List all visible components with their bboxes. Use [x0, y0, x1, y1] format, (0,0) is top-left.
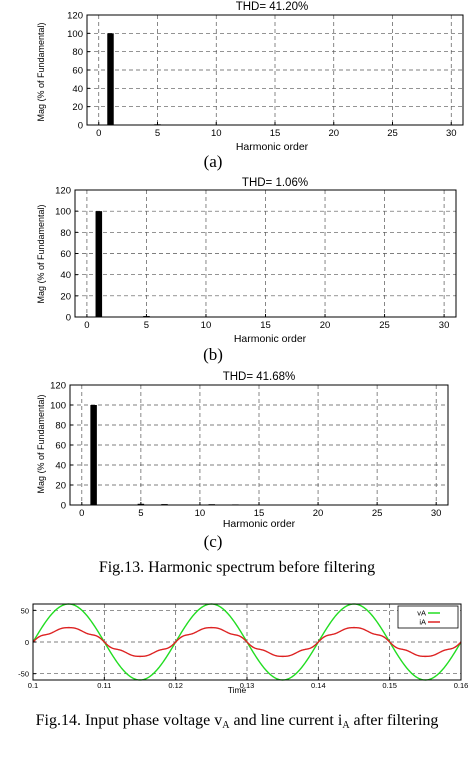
x-tick-label-a: 10: [211, 128, 222, 139]
sub-label-b: (b): [203, 345, 223, 364]
x-tick-label-b: 5: [144, 320, 149, 331]
x-tick-label-a: 25: [387, 128, 398, 139]
y-tick-label-a: 120: [67, 11, 83, 22]
y-tick-label-a: 60: [72, 66, 83, 77]
x-tick-label-c: 25: [372, 508, 383, 519]
x-tick-label-b: 15: [260, 320, 271, 331]
x-tick-label-wave: 0.11: [97, 681, 111, 690]
x-tick-label-wave: 0.15: [382, 681, 397, 690]
y-tick-label-c: 20: [55, 481, 66, 492]
x-tick-label-a: 0: [96, 128, 101, 139]
chart-title-c: THD= 41.68%: [223, 371, 296, 383]
x-tick-label-wave: 0.13: [240, 681, 255, 690]
y-tick-label-a: 20: [72, 102, 83, 113]
chart-title-a: THD= 41.20%: [236, 1, 309, 13]
fig14-caption-sub2: A: [342, 720, 350, 731]
fig13-caption: Fig.13. Harmonic spectrum before filteri…: [99, 559, 375, 576]
x-tick-label-a: 30: [446, 128, 457, 139]
sub-label-c: (c): [204, 532, 223, 551]
sub-label-a: (a): [204, 152, 223, 171]
series-line-iA: [32, 626, 462, 658]
harmonic-spectrum-chart-c: THD= 41.68% Mag (% of Fundamental) Harmo…: [36, 371, 449, 530]
x-tick-label-c: 5: [138, 508, 143, 519]
y-tick-label-a: 100: [67, 29, 83, 40]
x-axis-label-b: Harmonic order: [234, 333, 307, 345]
harmonic-bar-a: [107, 33, 114, 126]
x-axis-label-c: Harmonic order: [223, 518, 296, 530]
chart-title-b: THD= 1.06%: [242, 177, 308, 189]
harmonic-spectrum-chart-b: THD= 1.06% Mag (% of Fundamental) Harmon…: [36, 177, 457, 345]
y-tick-label-c: 120: [50, 381, 66, 392]
x-axis-label-wave: Time: [228, 685, 247, 695]
y-axis-label-a: Mag (% of Fundamental): [36, 22, 46, 121]
y-tick-label-b: 80: [60, 228, 71, 239]
x-axis-label-a: Harmonic order: [236, 141, 309, 153]
fig14-caption-sub1: A: [222, 720, 230, 731]
x-tick-label-c: 10: [195, 508, 206, 519]
y-axis-label-b: Mag (% of Fundamental): [36, 204, 46, 303]
y-tick-label-c: 40: [55, 461, 66, 472]
fig14-caption: Fig.14. Input phase voltage vA and line …: [36, 712, 439, 731]
x-tick-label-b: 30: [439, 320, 450, 331]
x-tick-label-b: 10: [201, 320, 212, 331]
y-tick-label-a: 80: [72, 47, 83, 58]
y-tick-label-c: 100: [50, 401, 66, 412]
harmonic-spectrum-chart-a: THD= 41.20% Mag (% of Fundamental) Harmo…: [36, 1, 464, 153]
x-tick-label-a: 5: [155, 128, 160, 139]
x-tick-label-c: 30: [431, 508, 442, 519]
y-tick-label-b: 60: [60, 249, 71, 260]
y-tick-label-c: 0: [61, 501, 66, 512]
y-tick-label-b: 120: [55, 186, 71, 197]
y-tick-label-wave: 50: [21, 606, 29, 615]
x-tick-label-c: 15: [254, 508, 265, 519]
legend-box: [397, 605, 459, 629]
y-tick-label-b: 40: [60, 270, 71, 281]
y-tick-label-c: 60: [55, 441, 66, 452]
x-tick-label-a: 20: [328, 128, 339, 139]
x-tick-label-wave: 0.16: [454, 681, 469, 690]
x-tick-label-b: 25: [379, 320, 390, 331]
y-axis-label-c: Mag (% of Fundamental): [36, 394, 46, 493]
x-tick-label-wave: 0.1: [28, 681, 38, 690]
y-tick-label-wave: -50: [18, 670, 29, 679]
x-tick-label-b: 0: [84, 320, 89, 331]
y-tick-label-c: 80: [55, 421, 66, 432]
harmonic-bar-c: [90, 405, 97, 505]
legend-label-iA: iA: [419, 618, 426, 627]
y-tick-label-b: 100: [55, 207, 71, 218]
harmonic-bar-b: [95, 211, 103, 317]
y-tick-label-a: 0: [78, 121, 83, 132]
x-tick-label-c: 0: [79, 508, 84, 519]
y-tick-label-b: 0: [66, 313, 71, 324]
y-tick-label-wave: 0: [25, 638, 29, 647]
x-tick-label-wave: 0.12: [168, 681, 183, 690]
x-tick-label-c: 20: [313, 508, 324, 519]
legend-label-vA: vA: [417, 609, 426, 618]
fig14-caption-prefix: Fig.14. Input phase voltage v: [36, 712, 223, 729]
fig14-caption-suffix: after filtering: [350, 712, 439, 729]
y-tick-label-a: 40: [72, 84, 83, 95]
x-tick-label-wave: 0.14: [311, 681, 326, 690]
y-tick-label-b: 20: [60, 291, 71, 302]
fig14-caption-middle: and line current i: [229, 712, 342, 729]
x-tick-label-b: 20: [320, 320, 331, 331]
x-tick-label-a: 15: [270, 128, 281, 139]
waveform-chart: Time -50 0 50 0.1 0.11 0.12 0.13 0.14 0.15 0.16 vA…: [18, 603, 469, 695]
